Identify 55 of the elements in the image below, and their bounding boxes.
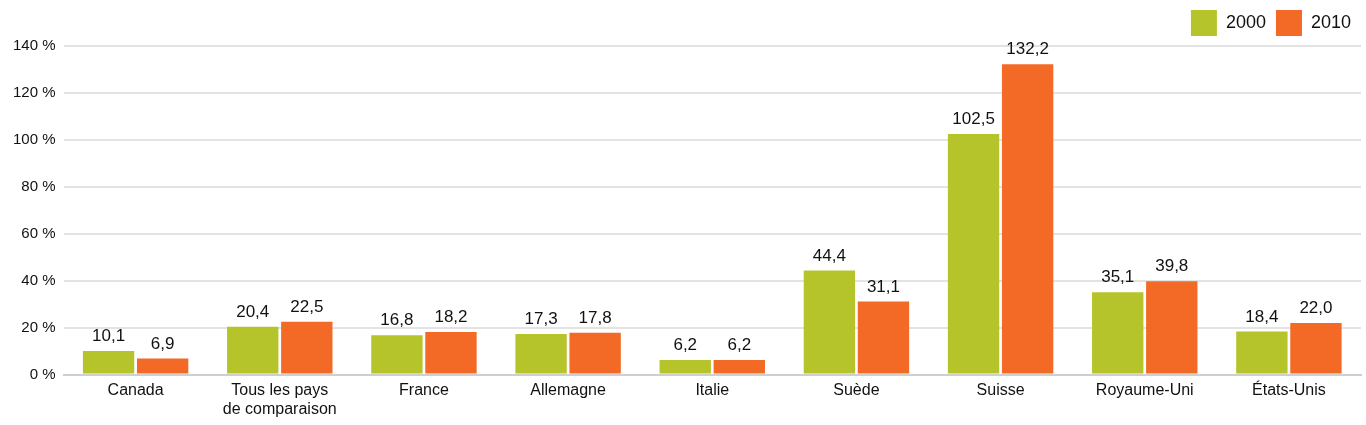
- data-label: 39,8: [1155, 256, 1189, 276]
- data-label: 44,4: [812, 245, 846, 265]
- bar: [82, 350, 135, 374]
- x-tick-label: Royaume-Uni: [1095, 380, 1194, 398]
- x-tick-label: Tous les pays de comparaison: [222, 380, 337, 417]
- bar: [281, 321, 333, 374]
- x-tick-label: Suisse: [976, 380, 1025, 398]
- data-label: 18,4: [1245, 306, 1279, 326]
- y-tick-label: 120 %: [12, 83, 56, 101]
- bar: [515, 333, 567, 374]
- data-label: 132,2: [1006, 39, 1049, 59]
- bar: [227, 326, 279, 374]
- data-label: 20,4: [236, 301, 270, 321]
- data-label: 31,1: [866, 276, 901, 296]
- bar: [136, 358, 189, 374]
- data-label: 102,5: [952, 109, 995, 129]
- bar: [1001, 64, 1054, 374]
- y-tick-label: 140 %: [12, 36, 56, 54]
- y-tick-label: 40 %: [21, 270, 56, 288]
- x-tick-label: Canada: [107, 380, 164, 398]
- data-label: 35,1: [1101, 267, 1135, 287]
- bar: [371, 335, 423, 374]
- bar: [425, 331, 477, 374]
- data-label: 17,3: [524, 309, 558, 329]
- bar: [1236, 331, 1288, 374]
- bar: [803, 270, 856, 374]
- x-tick-label: France: [399, 380, 449, 398]
- data-label: 22,0: [1299, 298, 1333, 318]
- y-tick-label: 20 %: [21, 317, 56, 335]
- data-label: 10,1: [92, 326, 126, 346]
- x-tick-label: Suède: [833, 380, 880, 398]
- legend-label: 2010: [1310, 11, 1351, 32]
- bar: [1092, 292, 1144, 374]
- data-label: 17,8: [578, 308, 612, 328]
- bar: [713, 360, 765, 374]
- bar: [659, 360, 711, 374]
- data-label: 6,9: [150, 333, 175, 353]
- y-tick-label: 0 %: [29, 364, 56, 382]
- x-tick-label: Allemagne: [530, 380, 606, 398]
- data-label: 6,2: [673, 335, 698, 355]
- y-tick-label: 60 %: [21, 223, 56, 241]
- bar: [1146, 281, 1198, 374]
- legend-label: 2000: [1225, 11, 1266, 32]
- x-tick-label: Italie: [695, 380, 730, 398]
- data-label: 6,2: [727, 335, 752, 355]
- data-label: 16,8: [380, 310, 414, 330]
- bar: [1290, 322, 1342, 374]
- x-tick-label: États-Unis: [1252, 379, 1326, 398]
- bar: [569, 332, 621, 374]
- data-label: 22,5: [290, 296, 324, 316]
- bar: [857, 301, 910, 374]
- data-label: 18,2: [434, 307, 468, 327]
- bar: [947, 134, 1000, 374]
- y-tick-label: 100 %: [12, 130, 56, 148]
- y-tick-label: 80 %: [21, 176, 56, 194]
